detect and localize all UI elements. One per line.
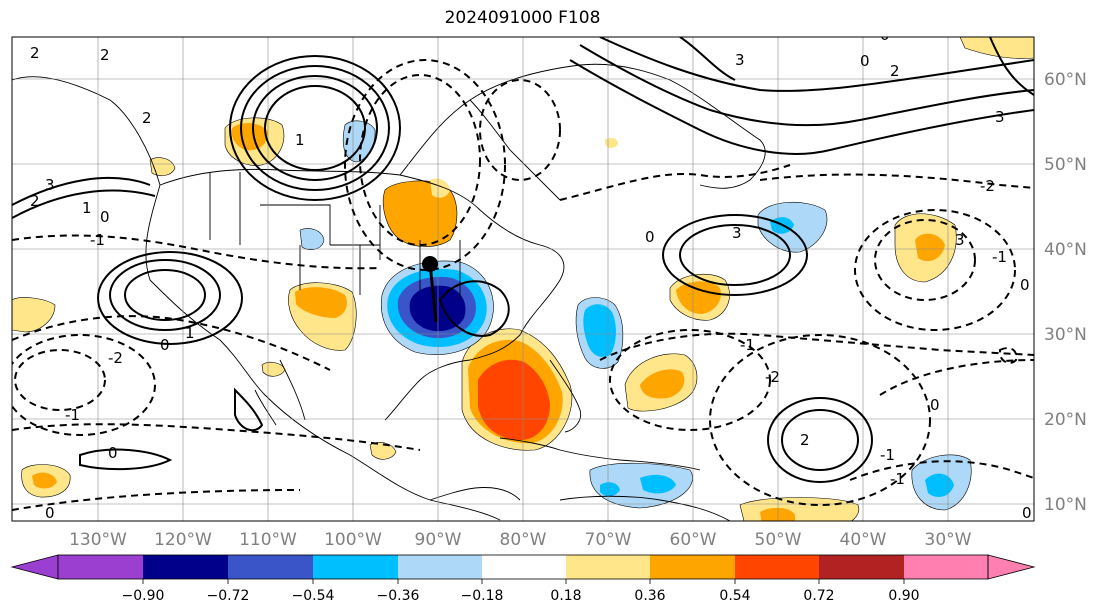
dashed-contours xyxy=(12,59,1034,511)
colorbar-tick-label: 0.36 xyxy=(634,588,665,604)
svg-text:-2: -2 xyxy=(108,349,123,367)
lon-label: 80°W xyxy=(500,530,547,550)
svg-text:3: 3 xyxy=(735,51,745,69)
colorbar-segment xyxy=(398,555,482,579)
colorbar-segment xyxy=(228,555,313,579)
colorbar-segment xyxy=(819,555,904,579)
svg-text:1: 1 xyxy=(295,131,305,149)
lon-label: 130°W xyxy=(69,530,127,550)
svg-text:1: 1 xyxy=(82,199,92,217)
svg-text:2: 2 xyxy=(30,192,40,210)
svg-text:-1: -1 xyxy=(90,231,105,249)
svg-text:0: 0 xyxy=(45,504,55,522)
svg-text:0: 0 xyxy=(100,208,110,226)
svg-text:0: 0 xyxy=(930,396,940,414)
map-frame xyxy=(11,36,1035,522)
solid-contours xyxy=(12,37,1034,483)
lat-label: 10°N xyxy=(1044,495,1087,515)
svg-text:-2: -2 xyxy=(765,368,780,386)
colorbar-segment xyxy=(313,555,398,579)
svg-text:0: 0 xyxy=(880,26,890,44)
svg-text:2: 2 xyxy=(800,431,810,449)
lon-label: 100°W xyxy=(324,530,382,550)
colorbar-tick-label: 0.18 xyxy=(550,588,581,604)
svg-text:0: 0 xyxy=(645,228,655,246)
colorbar-segment xyxy=(566,555,650,579)
colorbar-tick-label: −0.54 xyxy=(292,588,335,604)
lat-label: 50°N xyxy=(1044,155,1087,175)
svg-text:2: 2 xyxy=(142,109,152,127)
colorbar-segment xyxy=(735,555,819,579)
colorbar-tick-label: −0.90 xyxy=(122,588,165,604)
graticule xyxy=(12,37,1034,521)
contour-labels: 2 2 2 1 3 2 1 0 -1 -2 0 1 -1 0 0 3 0 2 3… xyxy=(30,26,1032,522)
svg-text:-2: -2 xyxy=(980,177,995,195)
lon-label: 40°W xyxy=(840,530,887,550)
svg-text:-1: -1 xyxy=(740,336,755,354)
svg-text:3: 3 xyxy=(45,176,55,194)
svg-text:-1: -1 xyxy=(65,406,80,424)
lon-label: 110°W xyxy=(239,530,297,550)
storm-track xyxy=(422,256,438,323)
svg-text:-1: -1 xyxy=(890,470,905,488)
colorbar-over-arrow xyxy=(987,554,1036,580)
svg-text:-1: -1 xyxy=(880,446,895,464)
svg-text:0: 0 xyxy=(108,444,118,462)
svg-text:1: 1 xyxy=(185,324,195,342)
colorbar-tick-label: 0.90 xyxy=(888,588,919,604)
colorbar-segment xyxy=(58,555,143,579)
colorbar-segment xyxy=(650,555,735,579)
svg-text:0: 0 xyxy=(1022,504,1032,522)
lat-label: 60°N xyxy=(1044,70,1087,90)
svg-text:2: 2 xyxy=(890,62,900,80)
colorbar-segment xyxy=(904,555,988,579)
coastlines xyxy=(12,63,766,521)
svg-text:3: 3 xyxy=(995,108,1005,126)
colorbar-tick-label: −0.36 xyxy=(377,588,420,604)
colorbar-under-arrow xyxy=(10,554,59,580)
lon-label: 30°W xyxy=(925,530,972,550)
lon-label: 60°W xyxy=(670,530,717,550)
colorbar-segment xyxy=(143,555,228,579)
svg-text:0: 0 xyxy=(860,52,870,70)
svg-text:2: 2 xyxy=(30,44,40,62)
lon-label: 120°W xyxy=(154,530,212,550)
svg-text:3: 3 xyxy=(732,224,742,242)
latitude-labels: 60°N 50°N 40°N 30°N 20°N 10°N xyxy=(1044,70,1087,515)
svg-text:0: 0 xyxy=(1020,276,1030,294)
map-title: 2024091000 F108 xyxy=(444,8,601,28)
lon-label: 90°W xyxy=(415,530,462,550)
colorbar-tick-label: −0.18 xyxy=(461,588,504,604)
lat-label: 20°N xyxy=(1044,410,1087,430)
lat-label: 30°N xyxy=(1044,325,1087,345)
svg-text:3: 3 xyxy=(955,231,965,249)
lat-label: 40°N xyxy=(1044,240,1087,260)
colorbar-tick-label: 0.54 xyxy=(719,588,750,604)
colorbar-tick-label: −0.72 xyxy=(207,588,250,604)
svg-text:-1: -1 xyxy=(992,248,1007,266)
svg-text:2: 2 xyxy=(100,46,110,64)
colorbar: −0.90 −0.72 −0.54 −0.36 −0.18 0.18 0.36 … xyxy=(10,554,1036,604)
lon-label: 70°W xyxy=(585,530,632,550)
lon-label: 50°W xyxy=(755,530,802,550)
longitude-labels: 130°W 120°W 110°W 100°W 90°W 80°W 70°W 6… xyxy=(69,530,972,550)
colorbar-tick-label: 0.72 xyxy=(803,588,834,604)
colorbar-segment xyxy=(482,555,566,579)
svg-text:0: 0 xyxy=(160,336,170,354)
